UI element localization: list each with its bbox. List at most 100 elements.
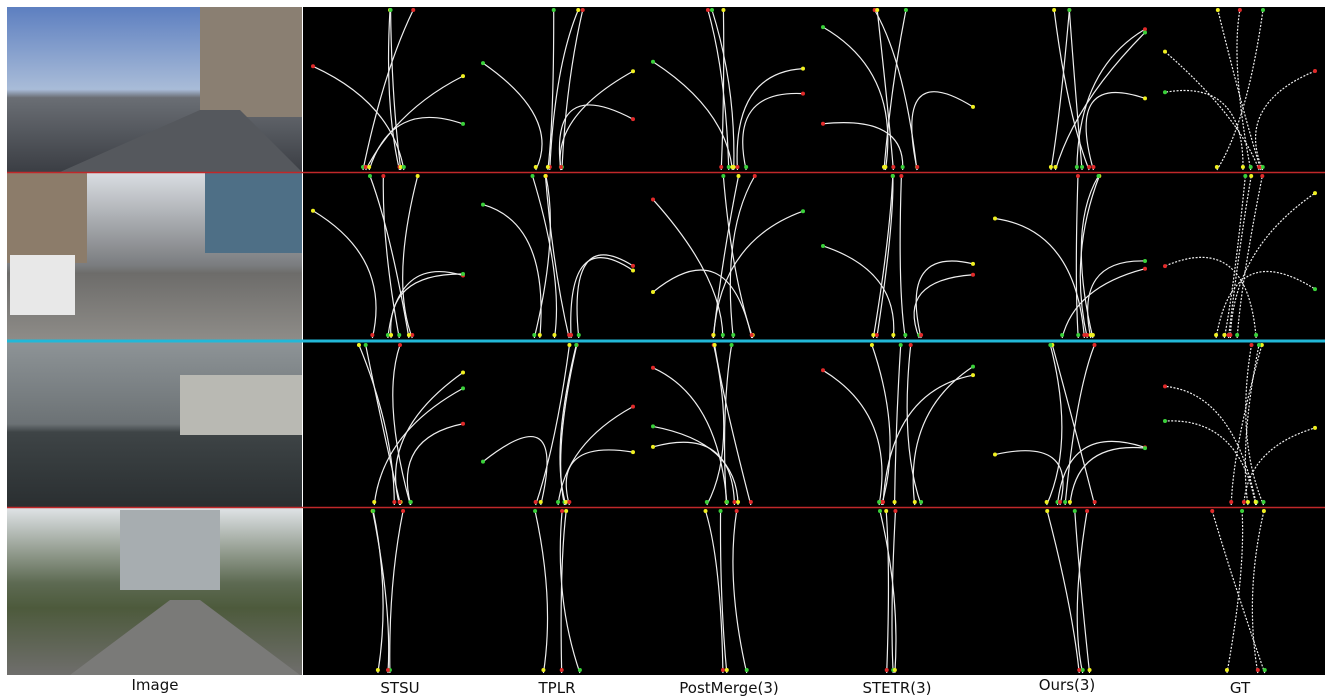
lane-node xyxy=(1076,174,1080,178)
lane-node xyxy=(1143,30,1147,34)
lane-node xyxy=(878,509,882,513)
lane-node xyxy=(651,424,655,428)
lane-node xyxy=(578,668,582,672)
lane-node xyxy=(971,273,975,277)
lane-node xyxy=(1077,668,1081,672)
lane-node xyxy=(461,422,465,426)
lane-node xyxy=(1049,165,1053,169)
lane-node xyxy=(1143,96,1147,100)
lane-node xyxy=(735,165,739,169)
lane-node xyxy=(1313,191,1317,195)
lane-node xyxy=(719,165,723,169)
lane-node xyxy=(311,209,315,213)
lane-node xyxy=(533,509,537,513)
lane-node xyxy=(891,165,895,169)
lane-node xyxy=(581,8,585,12)
lane-node xyxy=(1068,500,1072,504)
lane-node xyxy=(559,165,563,169)
column-label: GT xyxy=(1230,679,1251,697)
lane-node xyxy=(1257,343,1261,347)
lane-node xyxy=(712,333,716,337)
car xyxy=(10,255,75,315)
lane-node xyxy=(631,450,635,454)
lane-node xyxy=(1256,668,1260,672)
lane-node xyxy=(560,668,564,672)
lane-node xyxy=(875,333,879,337)
lane-node xyxy=(371,509,375,513)
building xyxy=(120,510,220,590)
lane-node xyxy=(1262,500,1266,504)
lane-node xyxy=(481,203,485,207)
lane-node xyxy=(901,165,905,169)
lane-node xyxy=(538,333,542,337)
lane-node xyxy=(1092,343,1096,347)
lane-node xyxy=(993,216,997,220)
lane-node xyxy=(543,174,547,178)
lane-node xyxy=(721,8,725,12)
lane-node xyxy=(736,500,740,504)
lane-node xyxy=(801,209,805,213)
lane-node xyxy=(870,343,874,347)
lane-node xyxy=(389,8,393,12)
lane-node xyxy=(577,333,581,337)
lane-node xyxy=(1067,8,1071,12)
lane-node xyxy=(651,290,655,294)
lane-node xyxy=(871,333,875,337)
lane-node xyxy=(311,64,315,68)
lane-node xyxy=(821,25,825,29)
lane-node xyxy=(1088,668,1092,672)
lane-node xyxy=(971,373,975,377)
lane-node xyxy=(1087,165,1091,169)
lane-node xyxy=(749,500,753,504)
lane-node xyxy=(915,165,919,169)
lane-node xyxy=(1143,259,1147,263)
lane-node xyxy=(401,509,405,513)
lane-node xyxy=(893,509,897,513)
lane-node xyxy=(971,262,975,266)
lane-node xyxy=(971,365,975,369)
lane-node xyxy=(556,500,560,504)
lane-node xyxy=(409,500,413,504)
lane-node xyxy=(402,165,406,169)
lane-node xyxy=(1163,90,1167,94)
lane-node xyxy=(1254,500,1258,504)
lane-node xyxy=(1163,50,1167,54)
lane-node xyxy=(919,333,923,337)
lane-node xyxy=(1063,500,1067,504)
lane-node xyxy=(1045,500,1049,504)
lane-node xyxy=(710,8,714,12)
lane-node xyxy=(821,368,825,372)
lane-node xyxy=(904,8,908,12)
lane-node xyxy=(1163,419,1167,423)
lane-node xyxy=(750,333,754,337)
lane-node xyxy=(651,445,655,449)
lane-node xyxy=(532,333,536,337)
lane-node xyxy=(1048,343,1052,347)
lane-node xyxy=(1045,509,1049,513)
lane-node xyxy=(1143,267,1147,271)
lane-node xyxy=(919,500,923,504)
lane-node xyxy=(913,500,917,504)
lane-node xyxy=(357,343,361,347)
lane-node xyxy=(461,371,465,375)
lane-node xyxy=(721,668,725,672)
column-label: Ours(3) xyxy=(1039,676,1096,694)
lane-node xyxy=(376,668,380,672)
lane-node xyxy=(1085,509,1089,513)
lane-node xyxy=(1058,500,1062,504)
lane-node xyxy=(651,60,655,64)
lane-node xyxy=(461,386,465,390)
lane-node xyxy=(534,500,538,504)
lane-node xyxy=(534,165,538,169)
lane-node xyxy=(381,174,385,178)
column-label: PostMerge(3) xyxy=(679,679,778,697)
lane-node xyxy=(744,165,748,169)
lane-node xyxy=(416,174,420,178)
lane-node xyxy=(1076,333,1080,337)
lane-node xyxy=(461,272,465,276)
lane-node xyxy=(461,74,465,78)
lane-node xyxy=(1240,509,1244,513)
lane-node xyxy=(721,333,725,337)
building xyxy=(200,7,302,117)
lane-node xyxy=(1143,446,1147,450)
